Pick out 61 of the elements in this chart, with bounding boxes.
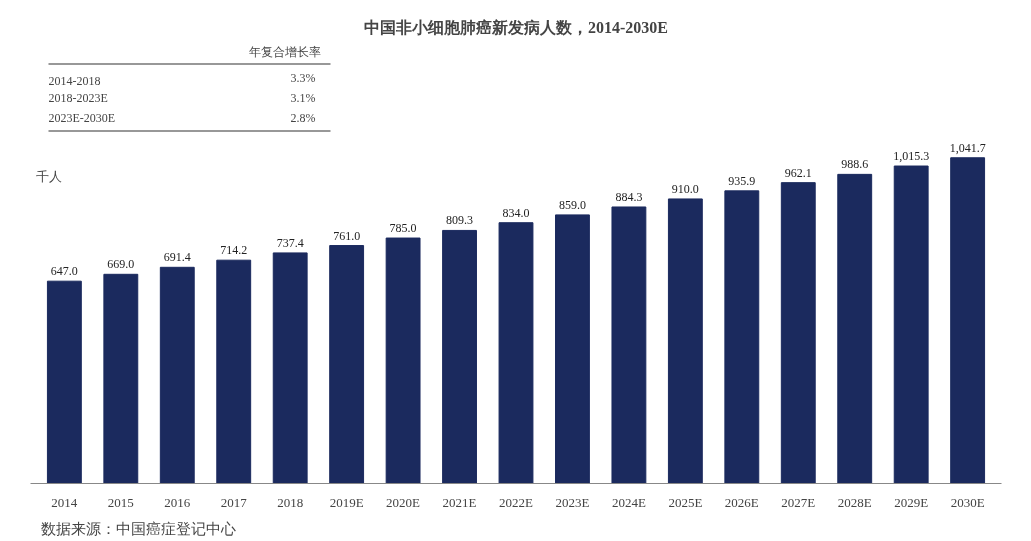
x-tick-label: 2018 xyxy=(277,494,304,510)
chart-title: 中国非小细胞肺癌新发病人数，2014-2030E xyxy=(364,18,668,36)
bar xyxy=(103,273,139,484)
y-axis-title: 千人 xyxy=(35,168,62,184)
x-tick-label: 2023E xyxy=(555,494,590,510)
x-tick-label: 2029E xyxy=(894,494,929,510)
data-label: 962.1 xyxy=(784,165,812,180)
bar xyxy=(724,190,760,484)
text: 2023E-2030E xyxy=(48,110,116,125)
bar xyxy=(611,206,647,484)
bar xyxy=(329,245,365,484)
x-tick-label: 2015 xyxy=(107,494,134,510)
data-label: 669.0 xyxy=(107,257,135,272)
data-label: 859.0 xyxy=(558,197,586,212)
bar xyxy=(893,165,929,484)
data-label: 910.0 xyxy=(671,181,699,196)
data-label: 988.6 xyxy=(841,157,869,172)
text: 2.8% xyxy=(290,110,316,125)
bar xyxy=(837,173,873,484)
data-label: 737.4 xyxy=(276,235,304,250)
x-tick-label: 2019E xyxy=(329,494,364,510)
data-label: 647.0 xyxy=(50,264,78,279)
text: 年复合增长率 xyxy=(248,44,321,59)
source-note: 数据来源：中国癌症登记中心 xyxy=(40,519,236,537)
bar xyxy=(272,252,308,484)
x-tick-label: 2027E xyxy=(781,494,816,510)
text: 3.1% xyxy=(290,90,316,105)
data-label: 1,041.7 xyxy=(949,140,986,155)
bar xyxy=(555,214,590,484)
data-label: 884.3 xyxy=(615,189,643,204)
data-label: 935.9 xyxy=(728,173,756,188)
bar xyxy=(442,229,477,484)
bar xyxy=(780,182,816,484)
data-label: 691.4 xyxy=(163,250,191,265)
x-tick-label: 2030E xyxy=(950,494,985,510)
data-label: 809.3 xyxy=(446,213,474,228)
x-tick-label: 2026E xyxy=(724,494,759,510)
x-tick-label: 2022E xyxy=(499,494,534,510)
text: 3.3% xyxy=(290,70,316,85)
bar xyxy=(950,157,986,484)
bar xyxy=(216,259,252,484)
bar xyxy=(46,280,82,484)
x-tick-label: 2017 xyxy=(220,494,248,510)
bar xyxy=(667,198,703,484)
bar xyxy=(498,222,534,484)
text: 2018-2023E xyxy=(48,90,108,105)
x-tick-label: 2028E xyxy=(837,494,872,510)
text: 2014-2018 xyxy=(48,73,101,88)
bar xyxy=(385,237,421,484)
x-tick-label: 2016 xyxy=(164,494,191,510)
x-tick-label: 2024E xyxy=(611,494,646,510)
x-tick-label: 2020E xyxy=(386,494,421,510)
bar xyxy=(159,266,195,484)
x-tick-label: 2014 xyxy=(51,494,78,510)
data-label: 714.2 xyxy=(220,243,248,258)
data-label: 834.0 xyxy=(502,205,530,220)
x-tick-label: 2025E xyxy=(668,494,703,510)
x-tick-label: 2021E xyxy=(442,494,477,510)
data-label: 1,015.3 xyxy=(893,149,930,164)
data-label: 761.0 xyxy=(333,228,361,243)
data-label: 785.0 xyxy=(389,221,417,236)
